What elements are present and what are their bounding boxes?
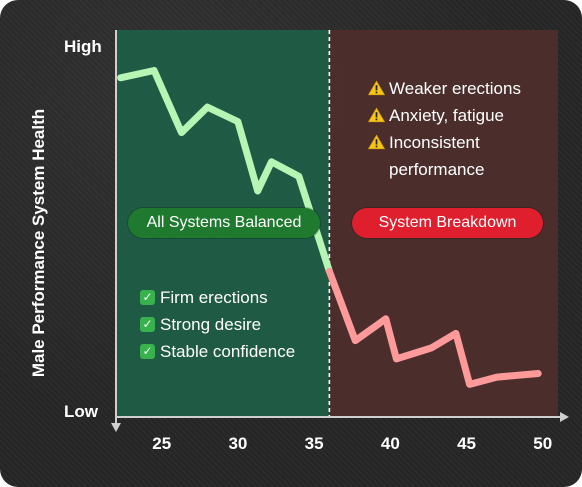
x-tick-label: 40: [381, 434, 400, 453]
y-tick-label: High: [64, 37, 102, 56]
check-icon: ✓: [140, 290, 155, 305]
symptoms-list: Weaker erections Anxiety, fatigue Incons…: [368, 75, 558, 183]
benefit-text: Stable confidence: [160, 342, 296, 361]
x-tick-label: 35: [305, 434, 324, 453]
list-item: ✓ Firm erections: [140, 284, 295, 311]
x-tick-label: 25: [152, 434, 171, 453]
check-icon: ✓: [140, 317, 155, 332]
symptom-text: Anxiety, fatigue: [389, 106, 504, 125]
check-icon: ✓: [140, 344, 155, 359]
region-label-balanced: All Systems Balanced: [128, 208, 320, 238]
x-tick-label: 50: [533, 434, 552, 453]
warning-icon: [368, 80, 385, 96]
y-axis-arrow: [111, 423, 121, 432]
list-item: Anxiety, fatigue: [368, 102, 558, 129]
x-axis-arrow: [560, 412, 569, 422]
warning-icon: [368, 134, 385, 150]
symptom-text: Weaker erections: [389, 79, 521, 98]
list-item: ✓ Strong desire: [140, 311, 295, 338]
y-tick-label: Low: [64, 402, 99, 421]
x-tick-label: 30: [228, 434, 247, 453]
y-axis-title: Male Performance System Health: [29, 109, 48, 377]
warning-icon: [368, 107, 385, 123]
list-item: ✓ Stable confidence: [140, 338, 295, 365]
benefit-text: Strong desire: [160, 315, 262, 334]
list-item: Inconsistent performance: [368, 129, 558, 183]
region-label-breakdown: System Breakdown: [352, 208, 543, 238]
x-tick-label: 45: [457, 434, 476, 453]
benefit-text: Firm erections: [160, 288, 268, 307]
series-line-decline: [325, 267, 542, 388]
list-item: Weaker erections: [368, 75, 558, 102]
benefits-list: ✓ Firm erections ✓ Strong desire ✓ Stabl…: [140, 284, 295, 365]
symptom-text: Inconsistent performance: [389, 133, 485, 179]
series-line-healthy: [117, 67, 333, 275]
